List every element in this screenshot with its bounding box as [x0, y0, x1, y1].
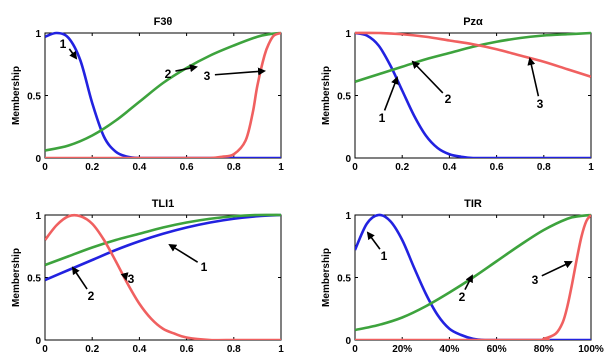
- x-tick-label: 0.4: [132, 162, 146, 173]
- y-tick-label: 1: [35, 29, 41, 40]
- x-tick-label: 1: [278, 344, 284, 355]
- x-tick-label: 20%: [392, 344, 412, 355]
- x-tick-label: 0: [42, 344, 48, 355]
- annotation-arrow: [527, 57, 540, 97]
- x-tick-label: 0.2: [85, 162, 99, 173]
- annotation-label: 2: [459, 290, 466, 304]
- y-tick-label: 0: [35, 154, 41, 165]
- series-line-2: [355, 31, 591, 83]
- x-tick-label: 80%: [534, 344, 554, 355]
- chart-title: Pzα: [463, 16, 483, 28]
- chart-title: TIR: [464, 198, 482, 210]
- x-tick-label: 0.6: [180, 162, 194, 173]
- y-tick-label: 0: [345, 336, 351, 347]
- annotation-arrow: [168, 243, 199, 263]
- annotation-arrow: [71, 266, 88, 290]
- annotation-label: 1: [60, 37, 67, 51]
- y-tick-label: 0.5: [337, 92, 351, 103]
- x-tick-label: 0.6: [180, 344, 194, 355]
- chart-panel-1: F3θ Membership 0 0.2 0.4 0.6 0.8 1 0 0.5 1 1 2 3: [11, 16, 284, 173]
- annotation-arrow: [366, 231, 381, 250]
- annotation-arrow: [464, 274, 473, 290]
- y-tick-label: 1: [345, 211, 351, 222]
- y-axis-label: Membership: [321, 66, 332, 125]
- chart-panel-4: TIR Membership 0 20% 40% 60% 80% 100% 0 0.5 1 1 2 3: [321, 198, 604, 355]
- chart-panel-2: Pzα Membership 0 0.2 0.4 0.6 0.8 1 0 0.5 1 1 2 3: [321, 16, 594, 173]
- series-line-1: [45, 31, 281, 158]
- series-line-3: [355, 31, 591, 78]
- y-tick-label: 0: [345, 154, 351, 165]
- plot-area: [354, 32, 592, 159]
- annotation-label: 3: [204, 69, 211, 83]
- x-tick-label: 0: [352, 162, 358, 173]
- chart-title: TLI1: [152, 198, 175, 210]
- series-line-2: [45, 31, 281, 152]
- annotation-arrow: [541, 260, 573, 277]
- annotation-label: 2: [88, 289, 95, 303]
- annotation-arrow: [175, 64, 198, 73]
- series-line-3: [355, 214, 591, 340]
- x-tick-label: 0.2: [85, 344, 99, 355]
- x-tick-label: 0.4: [132, 344, 146, 355]
- y-axis-label: Membership: [11, 66, 22, 125]
- annotation-label: 3: [537, 97, 544, 111]
- annotation-label: 1: [379, 111, 386, 125]
- x-tick-label: 100%: [578, 344, 604, 355]
- x-tick-label: 0.6: [490, 162, 504, 173]
- y-tick-label: 0.5: [27, 92, 41, 103]
- x-tick-label: 0.8: [227, 344, 241, 355]
- series-line-3: [45, 213, 281, 340]
- annotation-arrow: [68, 48, 78, 60]
- series-line-1: [355, 31, 591, 158]
- x-tick-label: 1: [278, 162, 284, 173]
- chart-title: F3θ: [154, 16, 173, 28]
- y-tick-label: 0.5: [27, 274, 41, 285]
- series-line-3: [45, 31, 281, 158]
- x-tick-label: 0.8: [227, 162, 241, 173]
- x-tick-label: 60%: [487, 344, 507, 355]
- x-tick-label: 0: [352, 344, 358, 355]
- x-tick-label: 0.4: [442, 162, 456, 173]
- plot-area: [44, 32, 282, 159]
- series-line-2: [355, 213, 591, 332]
- plot-area: [44, 214, 282, 341]
- x-tick-label: 0: [42, 162, 48, 173]
- chart-panel-3: TLI1 Membership 0 0.2 0.4 0.6 0.8 1 0 0.5 1 2 3 1: [11, 198, 284, 355]
- annotation-arrow: [411, 60, 444, 94]
- x-tick-label: 40%: [439, 344, 459, 355]
- y-axis-label: Membership: [11, 248, 22, 307]
- annotation-label: 2: [445, 92, 452, 106]
- annotation-arrow: [214, 67, 266, 76]
- y-tick-label: 0.5: [337, 274, 351, 285]
- y-tick-label: 1: [35, 211, 41, 222]
- series-line-2: [45, 213, 281, 267]
- annotation-arrow: [120, 272, 129, 281]
- annotation-label: 1: [381, 249, 388, 263]
- series-line-1: [355, 213, 591, 340]
- series-line-1: [45, 213, 281, 282]
- annotation-label: 3: [532, 273, 539, 287]
- annotation-label: 2: [165, 67, 172, 81]
- annotation-arrow: [383, 76, 399, 111]
- annotation-label: 1: [201, 260, 208, 274]
- annotation-label: 3: [128, 272, 135, 286]
- y-tick-label: 0: [35, 336, 41, 347]
- x-tick-label: 0.2: [395, 162, 409, 173]
- x-tick-label: 0.8: [537, 162, 551, 173]
- y-tick-label: 1: [345, 29, 351, 40]
- y-axis-label: Membership: [321, 248, 332, 307]
- x-tick-label: 1: [588, 162, 594, 173]
